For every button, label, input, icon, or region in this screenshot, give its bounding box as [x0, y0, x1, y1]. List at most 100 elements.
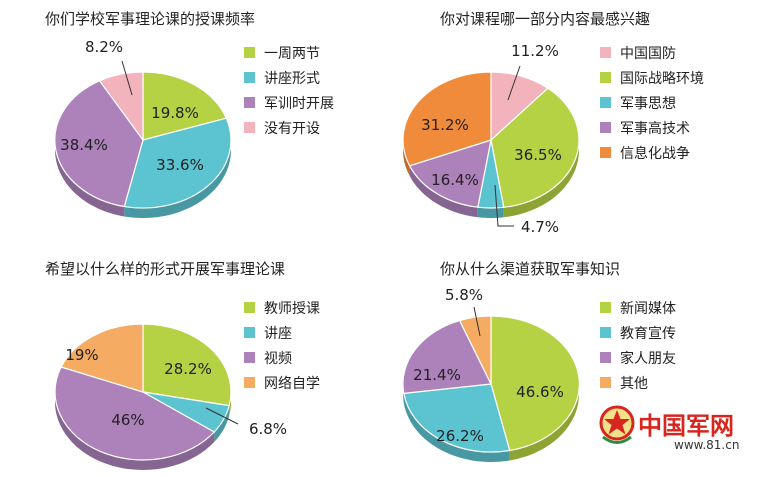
- legend-label: 没有开设: [264, 120, 320, 137]
- pie-chart-1: 19.8% 33.6% 38.4% 8.2%: [54, 38, 232, 218]
- legend-swatch: [244, 352, 255, 363]
- legend-item: 教育宣传: [600, 320, 676, 345]
- data-label: 19.8%: [151, 104, 199, 122]
- legend-label: 军事高技术: [620, 120, 690, 137]
- pie-slice: [402, 319, 492, 395]
- pie-slice: [54, 80, 144, 208]
- pie-slice-side: [509, 386, 579, 461]
- logo-name: 中国军网: [638, 412, 734, 440]
- leader-line: [121, 60, 133, 96]
- legend-label: 视频: [264, 350, 292, 367]
- pie-slice-side: [403, 393, 510, 462]
- data-label: 16.4%: [431, 171, 479, 189]
- data-label: 36.5%: [514, 146, 562, 164]
- legend-item: 军事思想: [600, 90, 704, 115]
- legend-item: 讲座形式: [244, 65, 334, 90]
- leader-line: [473, 306, 481, 337]
- pie-slice: [54, 366, 216, 461]
- legend-label: 讲座形式: [264, 70, 320, 87]
- legend-item: 军训时开展: [244, 90, 334, 115]
- legend-swatch: [244, 47, 255, 58]
- data-label: 31.2%: [421, 116, 469, 134]
- legend-3: 教师授课讲座视频网络自学: [244, 295, 320, 395]
- chart-title-2: 你对课程哪一部分内容最感兴趣: [440, 10, 651, 28]
- pie-slice-side: [403, 139, 410, 176]
- leader-line: [205, 407, 239, 425]
- legend-swatch: [600, 72, 611, 83]
- legend-swatch: [244, 72, 255, 83]
- data-label: 5.8%: [445, 286, 483, 304]
- legend-swatch: [600, 47, 611, 58]
- leader-line: [507, 65, 521, 101]
- star-emblem-icon: [599, 405, 635, 444]
- pie-slice: [142, 323, 232, 407]
- leader-line: [494, 184, 514, 227]
- legend-swatch: [244, 122, 255, 133]
- pie-slice: [458, 315, 492, 385]
- chart-title-4: 你从什么渠道获取军事知识: [440, 260, 621, 278]
- site-logo: 中国军网 www.81.cn: [598, 404, 748, 464]
- pie-slice: [123, 117, 232, 209]
- data-label: 46.6%: [516, 383, 564, 401]
- legend-swatch: [600, 377, 611, 388]
- legend-label: 信息化战争: [620, 145, 690, 162]
- legend-swatch: [244, 302, 255, 313]
- pie-chart-3: 28.2% 6.8% 46% 19%: [54, 323, 287, 470]
- legend-label: 教师授课: [264, 300, 320, 317]
- pie-slice: [490, 315, 580, 452]
- legend-item: 没有开设: [244, 115, 334, 140]
- legend-label: 其他: [620, 375, 648, 392]
- legend-item: 讲座: [244, 320, 320, 345]
- legend-item: 中国国防: [600, 40, 704, 65]
- legend-label: 新闻媒体: [620, 300, 676, 317]
- legend-4: 新闻媒体教育宣传家人朋友其他: [600, 295, 676, 395]
- legend-1: 一周两节讲座形式军训时开展没有开设: [244, 40, 334, 140]
- legend-label: 网络自学: [264, 375, 320, 392]
- legend-swatch: [244, 97, 255, 108]
- pie-slice-side: [477, 207, 504, 218]
- legend-item: 一周两节: [244, 40, 334, 65]
- legend-label: 教育宣传: [620, 325, 676, 342]
- data-label: 33.6%: [156, 156, 204, 174]
- pie-slice: [403, 383, 511, 453]
- legend-swatch: [600, 97, 611, 108]
- legend-label: 家人朋友: [620, 350, 676, 367]
- data-label: 11.2%: [511, 42, 559, 60]
- pie-slice: [98, 71, 144, 142]
- legend-label: 军训时开展: [264, 95, 334, 112]
- pie-slice: [142, 71, 228, 141]
- legend-swatch: [600, 147, 611, 158]
- legend-item: 教师授课: [244, 295, 320, 320]
- legend-label: 一周两节: [264, 45, 320, 62]
- data-label: 4.7%: [521, 218, 559, 236]
- chart-title-3: 希望以什么样的形式开展军事理论课: [45, 260, 286, 278]
- legend-swatch: [600, 122, 611, 133]
- pie-slice-side: [55, 142, 125, 217]
- legend-label: 军事思想: [620, 95, 676, 112]
- legend-item: 信息化战争: [600, 140, 704, 165]
- logo-url: www.81.cn: [674, 438, 740, 452]
- legend-item: 新闻媒体: [600, 295, 676, 320]
- data-label: 38.4%: [60, 136, 108, 154]
- data-label: 6.8%: [249, 420, 287, 438]
- data-label: 46%: [111, 411, 144, 429]
- data-label: 8.2%: [85, 38, 123, 56]
- legend-item: 网络自学: [244, 370, 320, 395]
- pie-chart-4: 46.6% 26.2% 21.4% 5.8%: [402, 286, 580, 462]
- pie-slice: [408, 139, 492, 208]
- pie-slice: [490, 87, 580, 208]
- pie-slice-side: [124, 139, 231, 218]
- chart-title-1: 你们学校军事理论课的授课频率: [45, 10, 256, 28]
- legend-item: 国际战略环境: [600, 65, 704, 90]
- legend-swatch: [244, 377, 255, 388]
- data-label: 28.2%: [164, 360, 212, 378]
- legend-2: 中国国防国际战略环境军事思想军事高技术信息化战争: [600, 40, 704, 165]
- data-label: 26.2%: [436, 427, 484, 445]
- data-label: 19%: [65, 346, 98, 364]
- legend-item: 军事高技术: [600, 115, 704, 140]
- legend-label: 中国国防: [620, 45, 676, 62]
- legend-item: 其他: [600, 370, 676, 395]
- legend-item: 家人朋友: [600, 345, 676, 370]
